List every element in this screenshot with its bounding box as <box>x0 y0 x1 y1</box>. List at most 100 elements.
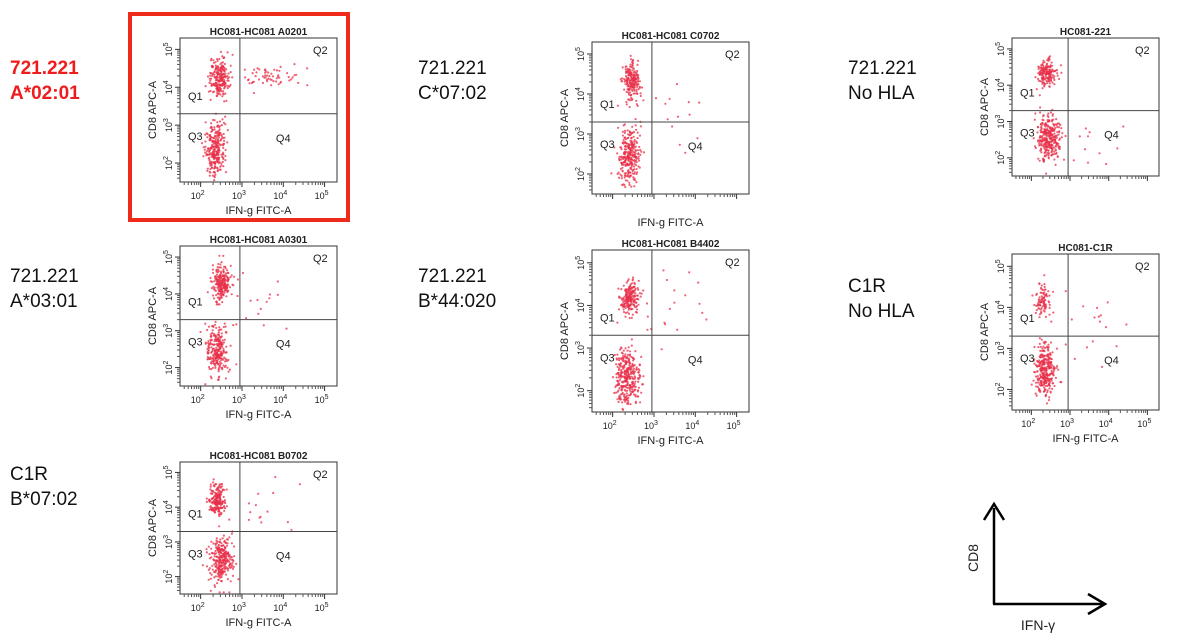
event-point <box>221 549 225 552</box>
event-point <box>1039 373 1042 376</box>
event-point <box>223 278 226 281</box>
event-point <box>235 363 238 366</box>
event-point <box>1042 144 1045 148</box>
quadrant-label: Q3 <box>188 131 203 143</box>
event-point <box>635 181 638 184</box>
event-point <box>622 349 625 352</box>
panel-title: HC081-HC081 B4402 <box>622 239 720 250</box>
event-point <box>634 292 637 295</box>
event-point <box>635 99 638 102</box>
event-point <box>217 151 220 154</box>
event-point <box>222 92 225 95</box>
event-point <box>218 364 221 367</box>
event-point <box>631 291 634 294</box>
event-point <box>208 149 211 152</box>
event-point <box>227 370 230 373</box>
event-point <box>1053 367 1056 370</box>
event-point <box>630 316 633 319</box>
event-point <box>631 64 634 67</box>
event-point <box>1091 340 1094 343</box>
event-point <box>266 510 269 513</box>
event-point <box>632 385 636 388</box>
event-point <box>221 301 224 304</box>
x-tick-base: 10 <box>315 603 325 613</box>
event-point <box>224 75 227 78</box>
event-point <box>1043 358 1046 361</box>
event-point <box>215 300 218 303</box>
x-tick-exp: 2 <box>613 420 617 427</box>
event-point <box>215 66 218 69</box>
event-point <box>636 63 639 66</box>
event-point <box>228 564 231 567</box>
event-point <box>217 153 220 156</box>
quadrant-label: Q1 <box>1020 88 1035 100</box>
row-label-line2: No HLA <box>848 301 915 322</box>
event-point <box>635 297 639 300</box>
event-point <box>1073 357 1076 360</box>
event-point <box>1047 399 1051 402</box>
event-point <box>632 143 635 146</box>
event-point <box>232 559 235 563</box>
event-point <box>216 59 219 63</box>
event-point <box>624 384 627 387</box>
event-point <box>632 178 635 181</box>
event-point <box>631 386 634 389</box>
event-point <box>220 579 223 583</box>
event-point <box>634 149 637 152</box>
event-point <box>267 71 270 74</box>
event-point <box>1038 94 1041 97</box>
event-point <box>632 176 635 179</box>
event-point <box>630 293 633 296</box>
x-tick-base: 10 <box>603 421 613 431</box>
event-point <box>209 333 212 336</box>
event-point <box>625 90 628 93</box>
y-tick-base: 10 <box>164 291 174 301</box>
event-point <box>624 157 627 160</box>
event-point <box>237 578 240 581</box>
event-point <box>631 279 634 282</box>
event-point <box>211 568 214 571</box>
event-point <box>201 564 204 567</box>
event-point <box>221 567 224 570</box>
event-point <box>214 561 217 564</box>
event-point <box>616 390 619 393</box>
event-point <box>620 303 623 306</box>
event-point <box>627 394 630 397</box>
event-point <box>220 70 223 73</box>
event-point <box>1055 366 1058 369</box>
event-point <box>626 71 630 74</box>
event-point <box>214 549 217 553</box>
event-point <box>1045 379 1048 382</box>
event-point <box>617 171 620 174</box>
event-point <box>628 317 631 320</box>
event-point <box>199 330 202 334</box>
event-point <box>1053 75 1056 78</box>
event-point <box>618 348 622 351</box>
event-point <box>218 120 222 123</box>
event-point <box>225 556 228 559</box>
event-point <box>298 483 301 486</box>
event-point <box>625 361 629 364</box>
event-point <box>1043 274 1046 277</box>
event-point <box>206 291 209 294</box>
x-tick-exp: 3 <box>242 602 246 609</box>
event-point <box>635 128 638 131</box>
event-point <box>214 357 218 360</box>
event-point <box>221 118 224 121</box>
event-point <box>210 547 213 550</box>
event-point <box>623 129 627 132</box>
event-point <box>225 84 228 87</box>
event-point <box>1056 74 1059 77</box>
event-point <box>620 155 623 158</box>
event-point <box>615 376 618 379</box>
event-point <box>1064 343 1067 346</box>
event-point <box>628 362 632 365</box>
y-tick-label: 103 <box>995 114 1006 128</box>
event-point <box>640 391 643 394</box>
event-point <box>1038 71 1041 74</box>
event-point <box>1038 159 1041 162</box>
event-point <box>224 562 227 565</box>
y-tick-label: 102 <box>163 570 174 584</box>
event-point <box>1043 283 1046 286</box>
event-point <box>621 401 624 404</box>
